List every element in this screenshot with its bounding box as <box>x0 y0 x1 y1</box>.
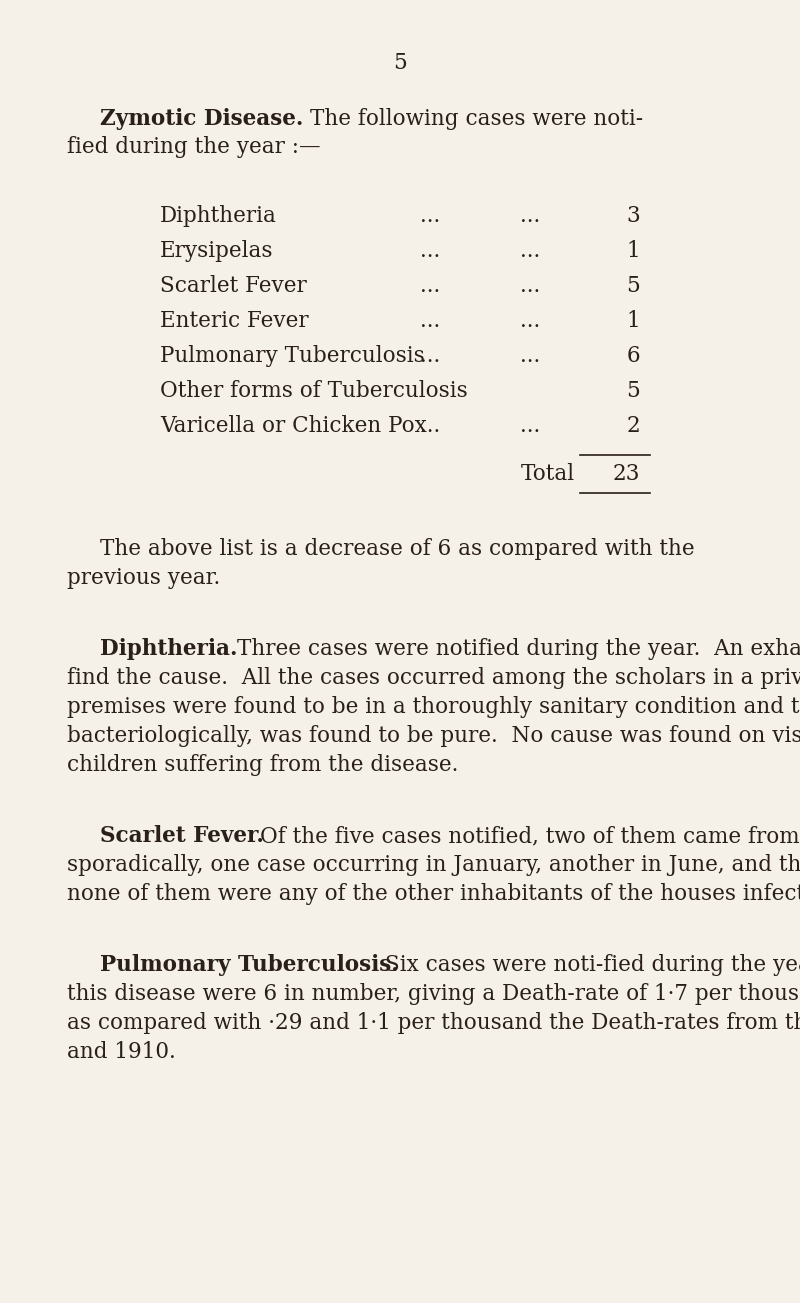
Text: The following cases were noti-: The following cases were noti- <box>310 108 643 130</box>
Text: Zymotic Disease.: Zymotic Disease. <box>100 108 303 130</box>
Text: Diphtheria: Diphtheria <box>160 205 277 227</box>
Text: and 1910.: and 1910. <box>67 1041 176 1063</box>
Text: Scarlet Fever.: Scarlet Fever. <box>100 825 264 847</box>
Text: Three cases were notified during the year.  An exhaustive investigation was made: Three cases were notified during the yea… <box>237 638 800 661</box>
Text: ...: ... <box>520 414 540 437</box>
Text: Six cases were noti-fied during the year, three of which have ended fatally.  Th: Six cases were noti-fied during the year… <box>385 954 800 976</box>
Text: fied during the year :—: fied during the year :— <box>67 136 321 158</box>
Text: ...: ... <box>520 275 540 297</box>
Text: this disease were 6 in number, giving a Death-rate of 1·7 per thousand, a consid: this disease were 6 in number, giving a … <box>67 982 800 1005</box>
Text: ...: ... <box>520 310 540 332</box>
Text: sporadically, one case occurring in January, another in June, and the third in D: sporadically, one case occurring in Janu… <box>67 853 800 876</box>
Text: ...: ... <box>420 205 440 227</box>
Text: 1: 1 <box>626 240 640 262</box>
Text: Diphtheria.: Diphtheria. <box>100 638 238 661</box>
Text: ...: ... <box>420 345 440 367</box>
Text: ...: ... <box>520 205 540 227</box>
Text: find the cause.  All the cases occurred among the scholars in a private day scho: find the cause. All the cases occurred a… <box>67 667 800 689</box>
Text: Other forms of Tuberculosis: Other forms of Tuberculosis <box>160 380 468 403</box>
Text: Varicella or Chicken Pox: Varicella or Chicken Pox <box>160 414 426 437</box>
Text: 23: 23 <box>613 463 640 485</box>
Text: as compared with ·29 and 1·1 per thousand the Death-rates from this disease in t: as compared with ·29 and 1·1 per thousan… <box>67 1012 800 1035</box>
Text: none of them were any of the other inhabitants of the houses infected.: none of them were any of the other inhab… <box>67 883 800 906</box>
Text: 1: 1 <box>626 310 640 332</box>
Text: 2: 2 <box>626 414 640 437</box>
Text: ...: ... <box>420 275 440 297</box>
Text: Total: Total <box>521 463 575 485</box>
Text: Erysipelas: Erysipelas <box>160 240 274 262</box>
Text: bacteriologically, was found to be pure.  No cause was found on visiting the hom: bacteriologically, was found to be pure.… <box>67 724 800 747</box>
Text: The above list is a decrease of 6 as compared with the: The above list is a decrease of 6 as com… <box>100 538 694 560</box>
Text: Of the five cases notified, two of them came from outside districts.  The other : Of the five cases notified, two of them … <box>260 825 800 847</box>
Text: premises were found to be in a thoroughly sanitary condition and the water on be: premises were found to be in a thoroughl… <box>67 696 800 718</box>
Text: ...: ... <box>420 310 440 332</box>
Text: 5: 5 <box>626 275 640 297</box>
Text: Enteric Fever: Enteric Fever <box>160 310 309 332</box>
Text: ...: ... <box>520 345 540 367</box>
Text: ...: ... <box>520 240 540 262</box>
Text: Pulmonary Tuberculosis.: Pulmonary Tuberculosis. <box>100 954 398 976</box>
Text: ...: ... <box>420 240 440 262</box>
Text: 3: 3 <box>626 205 640 227</box>
Text: children suffering from the disease.: children suffering from the disease. <box>67 754 458 777</box>
Text: ...: ... <box>420 414 440 437</box>
Text: 5: 5 <box>393 52 407 74</box>
Text: Pulmonary Tuberculosis: Pulmonary Tuberculosis <box>160 345 425 367</box>
Text: 5: 5 <box>626 380 640 403</box>
Text: 6: 6 <box>626 345 640 367</box>
Text: Scarlet Fever: Scarlet Fever <box>160 275 306 297</box>
Text: previous year.: previous year. <box>67 567 220 589</box>
